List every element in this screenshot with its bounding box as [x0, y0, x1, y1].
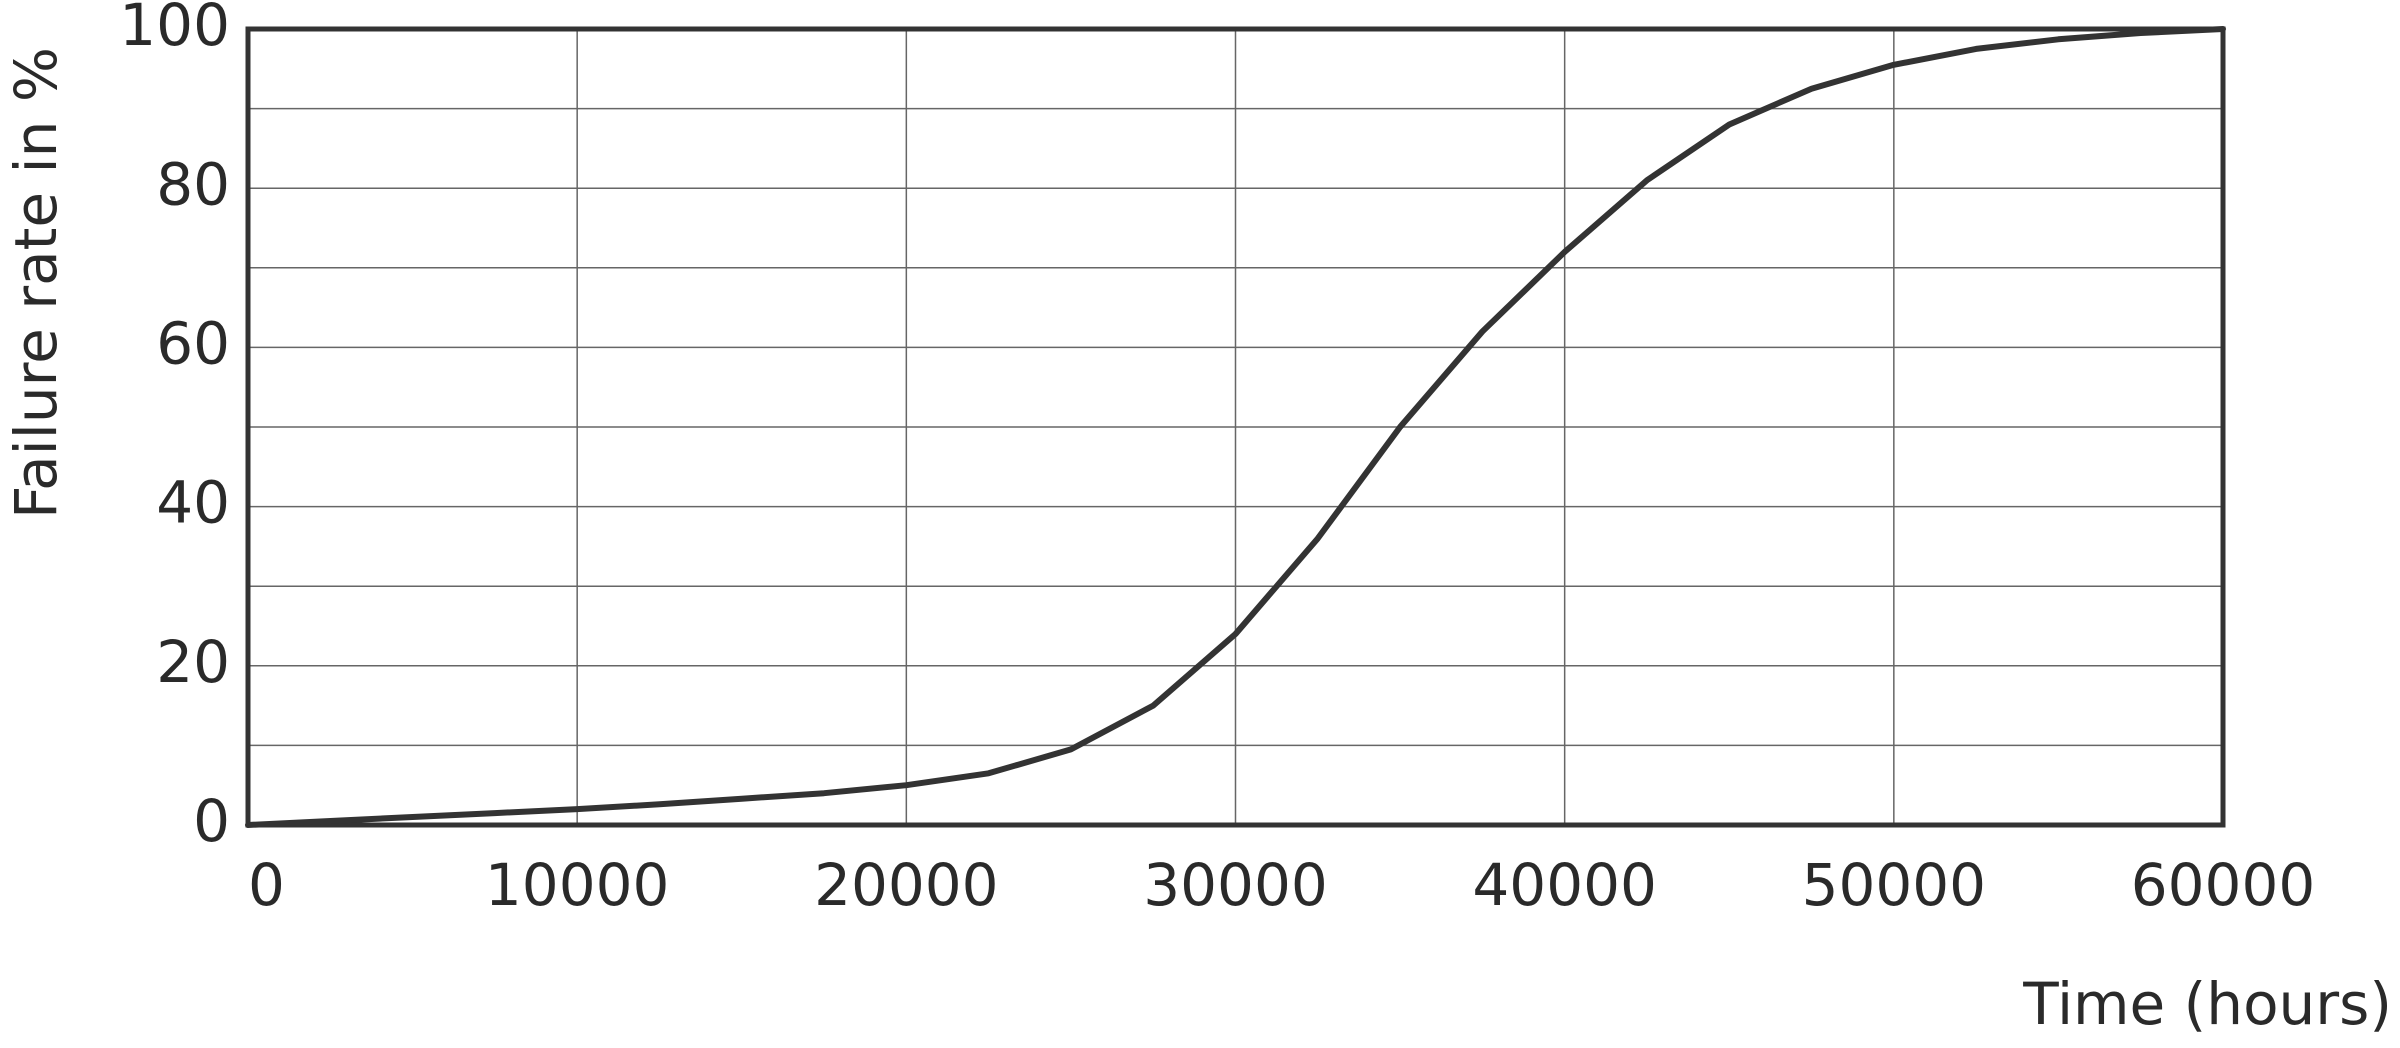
x-tick-label: 60000: [2131, 851, 2316, 919]
y-tick-label: 80: [156, 150, 230, 218]
x-axis-label: Time (hours): [2022, 970, 2392, 1038]
data-line: [245, 26, 2226, 828]
x-tick-label: 50000: [1802, 851, 1987, 919]
x-tick-label: 40000: [1472, 851, 1657, 919]
x-tick-label: 10000: [485, 851, 670, 919]
y-tick-label: 60: [156, 310, 230, 378]
x-tick-label: 30000: [1143, 851, 1328, 919]
y-tick-label: 40: [156, 469, 230, 537]
x-tick-label: 20000: [814, 851, 999, 919]
y-axis-label: Failure rate in %: [2, 47, 70, 519]
plot-frame: [245, 26, 2226, 828]
y-tick-label: 0: [193, 787, 230, 855]
x-tick-label: 0: [248, 851, 285, 919]
y-tick-label: 20: [156, 628, 230, 696]
y-tick-label: 100: [119, 0, 230, 59]
